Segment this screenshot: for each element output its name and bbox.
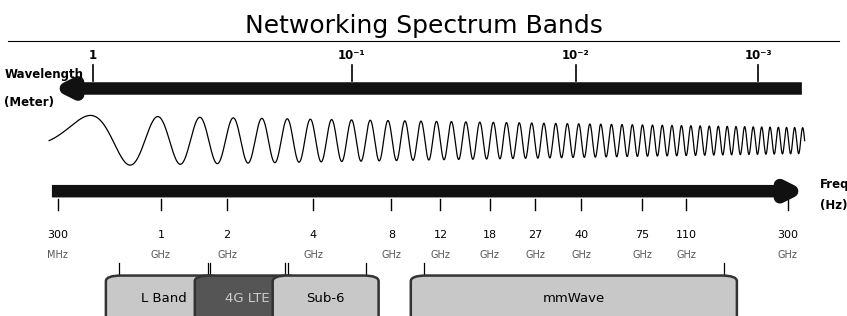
Text: GHz: GHz xyxy=(217,250,237,260)
Text: GHz: GHz xyxy=(778,250,798,260)
Text: 300: 300 xyxy=(47,230,68,240)
Text: (Hz): (Hz) xyxy=(820,199,847,212)
Text: GHz: GHz xyxy=(303,250,324,260)
Text: GHz: GHz xyxy=(430,250,451,260)
Text: GHz: GHz xyxy=(151,250,171,260)
Text: Networking Spectrum Bands: Networking Spectrum Bands xyxy=(245,14,602,38)
Text: 8: 8 xyxy=(388,230,395,240)
Text: GHz: GHz xyxy=(632,250,652,260)
Text: 300: 300 xyxy=(778,230,798,240)
Text: 1: 1 xyxy=(158,230,164,240)
Text: 12: 12 xyxy=(434,230,447,240)
Text: GHz: GHz xyxy=(479,250,500,260)
Text: 40: 40 xyxy=(574,230,588,240)
Text: GHz: GHz xyxy=(571,250,591,260)
Text: 10⁻³: 10⁻³ xyxy=(745,49,772,62)
Text: Wavelength: Wavelength xyxy=(4,68,83,81)
Text: mmWave: mmWave xyxy=(543,292,605,305)
Text: Sub-6: Sub-6 xyxy=(307,292,345,305)
Text: MHz: MHz xyxy=(47,250,68,260)
Text: 75: 75 xyxy=(635,230,649,240)
Text: (Meter): (Meter) xyxy=(4,96,54,109)
Text: 4: 4 xyxy=(310,230,317,240)
FancyBboxPatch shape xyxy=(411,276,737,316)
Text: GHz: GHz xyxy=(381,250,401,260)
Text: 110: 110 xyxy=(676,230,696,240)
Text: Frequency: Frequency xyxy=(820,178,847,191)
Text: 10⁻¹: 10⁻¹ xyxy=(338,49,365,62)
Text: 1: 1 xyxy=(89,49,97,62)
Text: L Band: L Band xyxy=(141,292,187,305)
Text: GHz: GHz xyxy=(676,250,696,260)
Text: 4G LTE: 4G LTE xyxy=(225,292,270,305)
Text: 2: 2 xyxy=(224,230,230,240)
FancyBboxPatch shape xyxy=(106,276,223,316)
FancyBboxPatch shape xyxy=(273,276,379,316)
FancyBboxPatch shape xyxy=(195,276,301,316)
Text: 18: 18 xyxy=(483,230,496,240)
Text: 27: 27 xyxy=(529,230,542,240)
Text: 10⁻²: 10⁻² xyxy=(562,49,590,62)
Text: GHz: GHz xyxy=(525,250,545,260)
